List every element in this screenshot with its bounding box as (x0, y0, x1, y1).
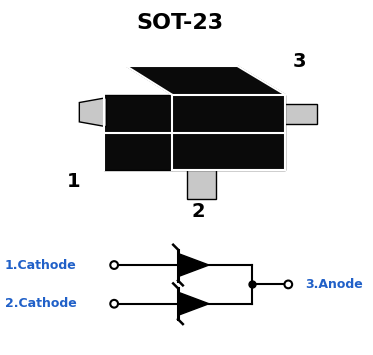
Polygon shape (126, 66, 285, 95)
Polygon shape (178, 292, 209, 315)
Polygon shape (104, 95, 172, 170)
Text: 3.Anode: 3.Anode (305, 278, 363, 291)
Polygon shape (79, 98, 106, 127)
Polygon shape (187, 170, 216, 199)
Text: 2.Cathode: 2.Cathode (5, 297, 76, 310)
Polygon shape (178, 253, 209, 277)
Text: 1.Cathode: 1.Cathode (5, 258, 76, 272)
Text: SOT-23: SOT-23 (137, 13, 223, 33)
Text: 3: 3 (293, 53, 307, 71)
Polygon shape (285, 104, 317, 124)
Text: 2: 2 (191, 202, 205, 222)
Text: 1: 1 (67, 173, 80, 191)
Polygon shape (172, 95, 285, 170)
